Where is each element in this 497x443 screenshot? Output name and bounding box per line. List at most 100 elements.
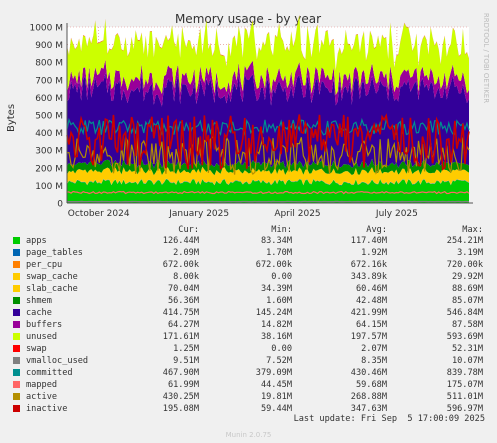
legend-name: buffers [26,320,63,330]
area-apps [67,179,469,203]
legend-cur: 9.51M [173,356,199,366]
legend-swatch [13,405,20,412]
y-tick-label: 900 M [35,41,63,51]
legend-swatch [13,261,20,268]
legend-name: cache [26,308,52,318]
legend-name: page_tables [26,248,83,258]
legend-swatch [13,309,20,316]
legend-row-vmalloc-used: vmalloc_used 9.51M 7.52M 8.35M 10.07M [0,355,497,367]
axes: 0 100 M 200 M 300 M 400 M 500 M 600 M 700 M 800 … [29,23,473,219]
legend-name: swap [26,344,47,354]
legend-name: vmalloc_used [26,356,89,366]
legend-name: mapped [26,380,58,390]
legend-cur: 672.00k [162,260,199,270]
legend-max: 593.69M [446,332,483,342]
legend-min: 34.39M [260,284,292,294]
legend-max: 839.78M [446,368,483,378]
legend-swatch [13,345,20,352]
legend-min: 1.60M [266,296,292,306]
legend-row-shmem: shmem 56.36M 1.60M 42.48M 85.07M [0,295,497,307]
x-tick-label: April 2025 [274,209,320,219]
legend-row-per-cpu: per_cpu 672.00k 672.00k 672.16k 720.00k [0,259,497,271]
legend-max: 254.21M [446,236,483,246]
area-buffers [67,59,469,107]
legend-min: 0.00 [271,344,292,354]
legend-min: 14.82M [260,320,292,330]
legend-row-page-tables: page_tables 2.09M 1.70M 1.92M 3.19M [0,247,497,259]
legend-row-unused: unused 171.61M 38.16M 197.57M 593.69M [0,331,497,343]
legend-name: slab_cache [26,284,78,294]
legend-swatch [13,357,20,364]
legend-avg: 8.35M [361,356,387,366]
x-tick-label: July 2025 [375,209,418,219]
legend-cur: 195.08M [162,404,199,414]
legend-max: 720.00k [446,260,483,270]
y-tick-label: 200 M [35,164,63,174]
legend-name: apps [26,236,47,246]
legend-swatch [13,393,20,400]
last-update: Last update: Fri Sep 5 17:00:09 2025 [293,414,485,424]
legend-min: 59.44M [260,404,292,414]
legend-avg: 59.68M [355,380,387,390]
legend-cur: 1.25M [173,344,199,354]
legend-max: 511.01M [446,392,483,402]
legend-max: 546.84M [446,308,483,318]
legend-row-inactive: inactive 195.08M 59.44M 347.63M 596.97M [0,403,497,415]
legend-cur: 414.75M [162,308,199,318]
legend-avg: 117.40M [350,236,387,246]
legend-max: 87.58M [451,320,483,330]
legend-avg: 60.46M [355,284,387,294]
legend-avg: 1.92M [361,248,387,258]
y-tick-label: 300 M [35,147,63,157]
legend-avg: 672.16k [350,260,387,270]
y-tick-label: 1000 M [29,24,63,34]
series-lines [66,113,470,203]
legend-header-min: Min: [271,225,292,235]
legend-row-slab-cache: slab_cache 70.04M 34.39M 60.46M 88.69M [0,283,497,295]
legend-row-mapped: mapped 61.99M 44.45M 59.68M 175.07M [0,379,497,391]
legend-min: 0.00 [271,272,292,282]
line-inactive [66,113,470,171]
legend-swatch [13,321,20,328]
legend-header-cur: Cur: [178,225,199,235]
legend-avg: 347.63M [350,404,387,414]
legend-swatch [13,273,20,280]
legend-swatch [13,237,20,244]
legend-min: 379.09M [255,368,292,378]
legend-max: 52.31M [451,344,483,354]
area-shmem [67,158,469,176]
legend-row-buffers: buffers 64.27M 14.82M 64.15M 87.58M [0,319,497,331]
legend-swatch [13,249,20,256]
legend-name: inactive [26,404,68,414]
legend-name: active [26,392,58,402]
line-mapped [66,190,470,195]
legend-cur: 126.44M [162,236,199,246]
legend-max: 29.92M [451,272,483,282]
legend-name: shmem [26,296,52,306]
y-tick-label: 800 M [35,59,63,69]
legend-header-max: Max: [462,225,483,235]
y-tick-label: 700 M [35,76,63,86]
legend-min: 672.00k [255,260,292,270]
legend-name: unused [26,332,58,342]
legend-min: 1.70M [266,248,292,258]
legend-cur: 8.00k [173,272,199,282]
area-unused [67,15,469,96]
y-tick-label: 100 M [35,182,63,192]
legend-avg: 268.88M [350,392,387,402]
y-axis-label: Bytes [6,104,17,132]
legend-avg: 2.07M [361,344,387,354]
legend-min: 19.81M [260,392,292,402]
x-tick-label: October 2024 [68,209,130,219]
legend-min: 44.45M [260,380,292,390]
legend-min: 145.24M [255,308,292,318]
x-tick-label: January 2025 [168,209,229,219]
legend-cur: 430.25M [162,392,199,402]
line-active [66,134,470,176]
rrdtool-side-label: RRDTOOL / TOBI OETIKER [482,13,490,103]
munin-version: Munin 2.0.75 [225,431,272,439]
legend-avg: 42.48M [355,296,387,306]
legend-name: per_cpu [26,260,63,270]
legend-max: 10.07M [451,356,483,366]
legend-cur: 171.61M [162,332,199,342]
